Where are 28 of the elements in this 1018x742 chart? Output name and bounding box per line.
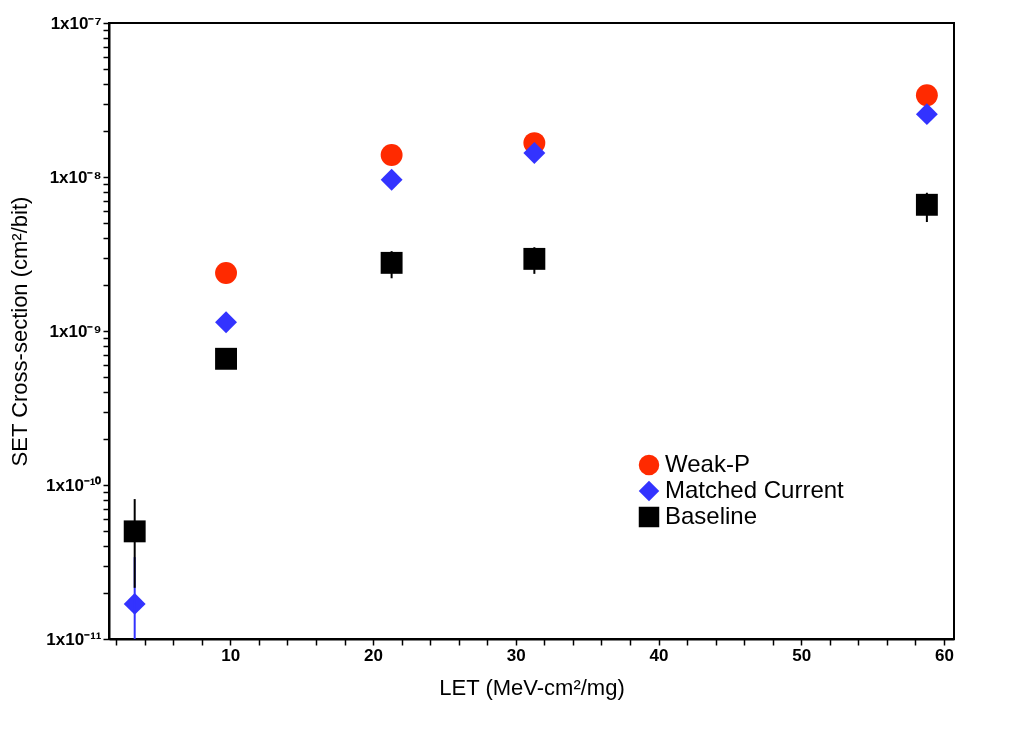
point (523, 142, 546, 165)
legend-label: Baseline (665, 502, 758, 529)
y-tick-label: 1x10⁻⁸ (49, 167, 102, 187)
point (380, 144, 403, 166)
x-axis-title: LET (MeV-cm²/mg) (439, 674, 625, 700)
y-tick-label: 1x10⁻⁹ (49, 321, 102, 341)
x-tick-label: 10 (221, 645, 241, 665)
x-tick-label: 40 (649, 645, 669, 665)
y-tick-label: 1x10⁻¹¹ (46, 629, 102, 649)
point (915, 84, 938, 107)
x-tick-label: 60 (935, 645, 954, 665)
x-tick-label: 30 (506, 645, 526, 665)
point (123, 520, 146, 543)
y-tick-label: 1x10⁻⁷ (50, 13, 102, 33)
legend-label: Matched Current (665, 476, 845, 503)
point (915, 193, 938, 216)
y-tick-label: 1x10⁻¹⁰ (46, 475, 102, 495)
point (215, 262, 237, 284)
legend-label: Weak-P (665, 450, 750, 477)
point (915, 103, 938, 126)
point (215, 311, 237, 334)
x-tick-label: 20 (364, 645, 384, 665)
x-tick-label: 50 (792, 645, 812, 665)
y-axis-title: SET Cross-section (cm²/bit) (7, 196, 33, 467)
point (523, 247, 546, 270)
point (380, 168, 403, 191)
point (215, 347, 237, 370)
point (380, 251, 403, 274)
